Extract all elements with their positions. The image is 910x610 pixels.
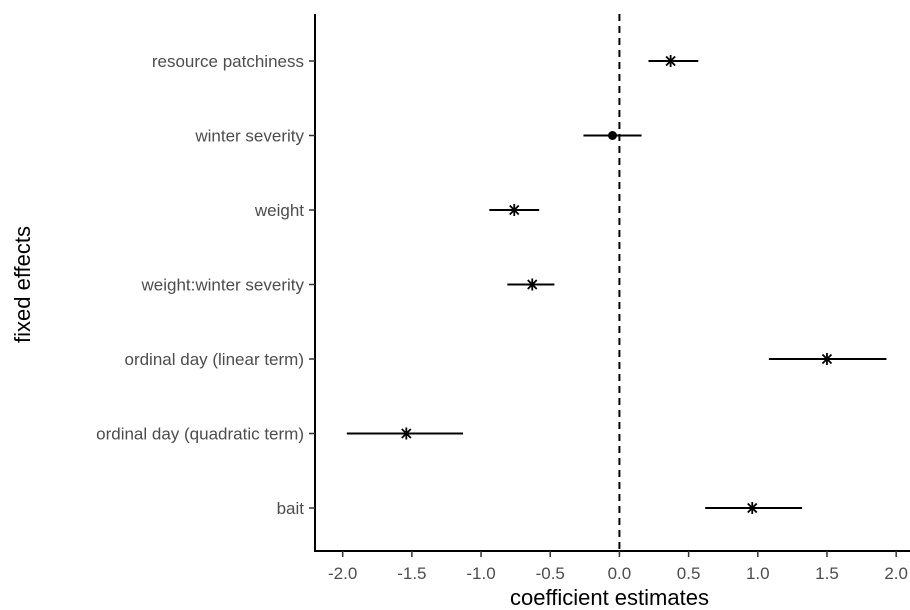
estimate-point bbox=[608, 131, 617, 140]
estimate-point bbox=[400, 427, 413, 440]
x-tick-label: -0.5 bbox=[536, 564, 565, 583]
y-tick-label: winter severity bbox=[194, 127, 304, 146]
y-tick-label: ordinal day (linear term) bbox=[124, 350, 304, 369]
x-tick-label: -2.0 bbox=[328, 564, 357, 583]
x-tick-label: 1.5 bbox=[815, 564, 839, 583]
x-tick-label: 2.0 bbox=[884, 564, 908, 583]
y-axis-title: fixed effects bbox=[10, 226, 35, 343]
y-tick-label: weight:winter severity bbox=[140, 276, 304, 295]
y-tick-label: resource patchiness bbox=[152, 52, 304, 71]
y-tick-label: ordinal day (quadratic term) bbox=[96, 425, 304, 444]
x-tick-label: 1.0 bbox=[746, 564, 770, 583]
estimate-point bbox=[746, 502, 759, 514]
x-tick-label: -1.5 bbox=[397, 564, 426, 583]
x-axis-title: coefficient estimates bbox=[510, 585, 709, 610]
estimate-point bbox=[508, 204, 521, 216]
x-tick-label: 0.5 bbox=[677, 564, 701, 583]
estimate-point bbox=[820, 353, 833, 365]
y-tick-label: bait bbox=[277, 499, 305, 518]
x-tick-label: -1.0 bbox=[466, 564, 495, 583]
estimate-point bbox=[526, 278, 539, 291]
y-tick-label: weight bbox=[254, 201, 304, 220]
estimate-point bbox=[664, 55, 677, 67]
x-tick-label: 0.0 bbox=[608, 564, 632, 583]
